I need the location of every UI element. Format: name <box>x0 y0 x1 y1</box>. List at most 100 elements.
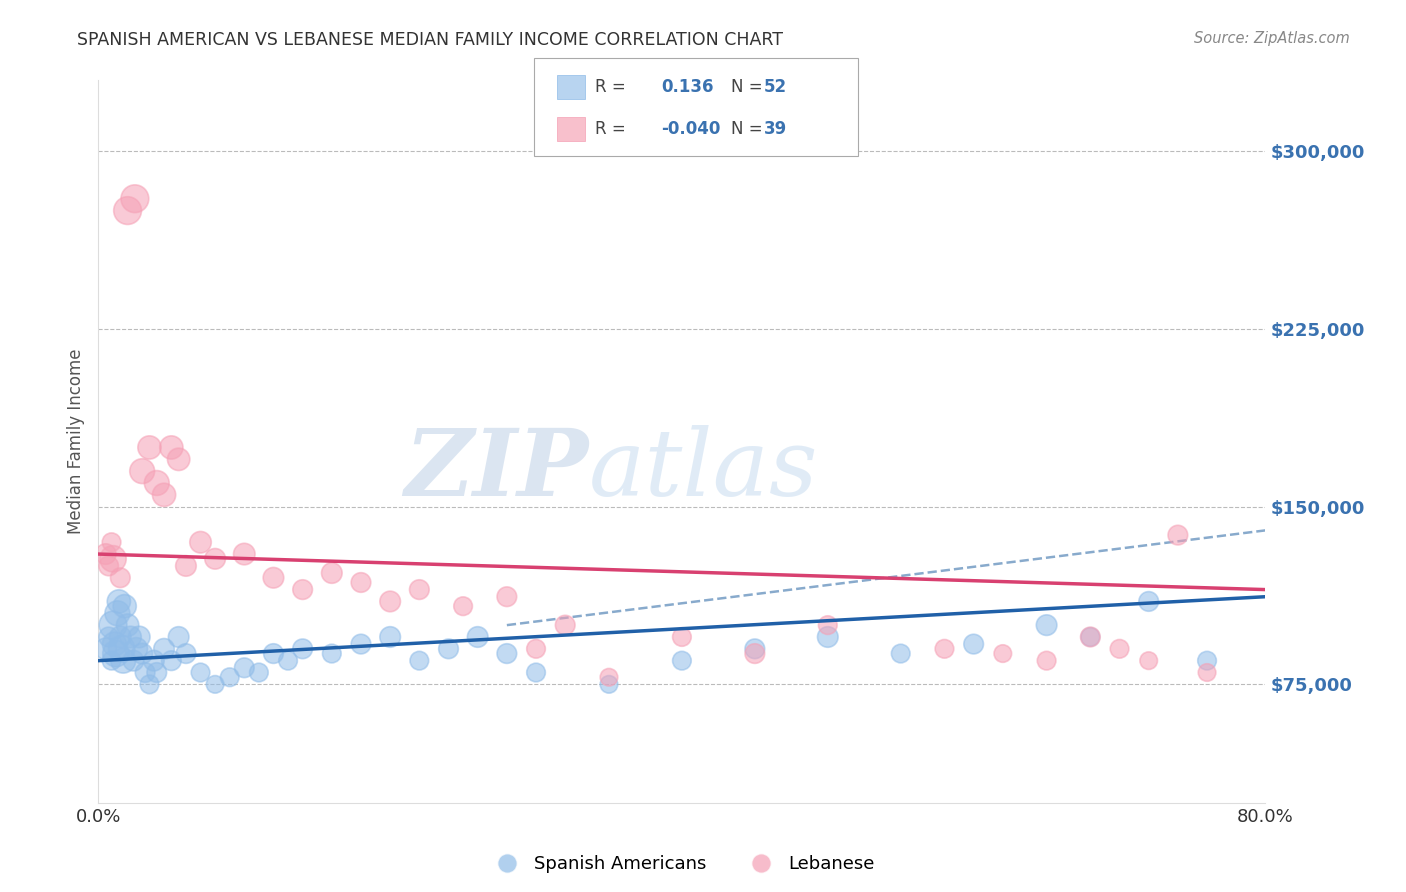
Point <box>408 582 430 597</box>
Text: 39: 39 <box>763 120 787 138</box>
Point <box>1167 528 1189 542</box>
Point <box>1035 654 1057 668</box>
Point <box>1080 630 1102 644</box>
Point <box>218 670 240 684</box>
Point <box>124 192 146 206</box>
Point <box>380 594 402 608</box>
Point <box>103 637 125 651</box>
Text: -0.040: -0.040 <box>661 120 720 138</box>
Point <box>97 558 120 573</box>
Point <box>408 654 430 668</box>
Point <box>138 677 160 691</box>
Point <box>744 641 766 656</box>
Point <box>131 647 153 661</box>
Point <box>134 665 156 680</box>
Point <box>110 630 132 644</box>
Point <box>108 594 131 608</box>
Text: atlas: atlas <box>589 425 818 516</box>
Point <box>105 607 128 621</box>
Point <box>1137 654 1160 668</box>
Point <box>890 647 912 661</box>
Point <box>817 630 839 644</box>
Point <box>991 647 1014 661</box>
Point <box>160 654 183 668</box>
Point <box>321 566 343 580</box>
Point <box>174 558 197 573</box>
Point <box>962 637 984 651</box>
Point <box>167 452 190 467</box>
Point <box>114 599 136 614</box>
Point <box>524 665 547 680</box>
Point <box>744 647 766 661</box>
Point <box>934 641 956 656</box>
Point <box>111 641 134 656</box>
Text: N =: N = <box>731 120 768 138</box>
Point <box>467 630 489 644</box>
Point <box>350 637 373 651</box>
Text: 52: 52 <box>763 78 786 96</box>
Point <box>174 647 197 661</box>
Point <box>247 665 270 680</box>
Point <box>153 488 176 502</box>
Point <box>104 647 127 661</box>
Point <box>142 654 165 668</box>
Point <box>380 630 402 644</box>
Point <box>167 630 190 644</box>
Point <box>153 641 176 656</box>
Legend: Spanish Americans, Lebanese: Spanish Americans, Lebanese <box>482 848 882 880</box>
Text: ZIP: ZIP <box>405 425 589 516</box>
Point <box>190 535 212 549</box>
Point <box>437 641 460 656</box>
Point <box>1197 654 1219 668</box>
Point <box>204 551 226 566</box>
Point <box>110 571 132 585</box>
Text: N =: N = <box>731 78 768 96</box>
Point <box>97 630 120 644</box>
Point <box>817 618 839 632</box>
Point <box>1137 594 1160 608</box>
Point <box>277 654 299 668</box>
Point <box>671 630 693 644</box>
Point <box>117 618 139 632</box>
Point <box>350 575 373 590</box>
Point <box>671 654 693 668</box>
Point <box>1035 618 1057 632</box>
Y-axis label: Median Family Income: Median Family Income <box>66 349 84 534</box>
Point <box>128 630 150 644</box>
Point <box>94 547 117 561</box>
Point <box>101 618 124 632</box>
Point <box>146 665 169 680</box>
Point <box>125 641 148 656</box>
Point <box>496 647 519 661</box>
Point <box>524 641 547 656</box>
Point <box>233 547 256 561</box>
Point <box>1197 665 1219 680</box>
Point <box>190 665 212 680</box>
Point <box>321 647 343 661</box>
Point <box>291 582 314 597</box>
Text: R =: R = <box>595 78 631 96</box>
Point <box>554 618 576 632</box>
Point <box>598 677 620 691</box>
Point <box>120 630 142 644</box>
Text: R =: R = <box>595 120 631 138</box>
Point <box>233 661 256 675</box>
Point <box>100 535 122 549</box>
Point <box>138 441 160 455</box>
Point <box>100 654 122 668</box>
Point <box>263 571 285 585</box>
Point <box>117 203 139 218</box>
Text: Source: ZipAtlas.com: Source: ZipAtlas.com <box>1194 31 1350 46</box>
Point <box>451 599 474 614</box>
Text: 0.136: 0.136 <box>661 78 713 96</box>
Text: SPANISH AMERICAN VS LEBANESE MEDIAN FAMILY INCOME CORRELATION CHART: SPANISH AMERICAN VS LEBANESE MEDIAN FAMI… <box>77 31 783 49</box>
Point <box>131 464 153 478</box>
Point <box>1080 630 1102 644</box>
Point <box>204 677 226 691</box>
Point <box>146 475 169 490</box>
Point <box>263 647 285 661</box>
Point <box>1108 641 1130 656</box>
Point <box>291 641 314 656</box>
Point <box>122 654 145 668</box>
Point <box>160 441 183 455</box>
